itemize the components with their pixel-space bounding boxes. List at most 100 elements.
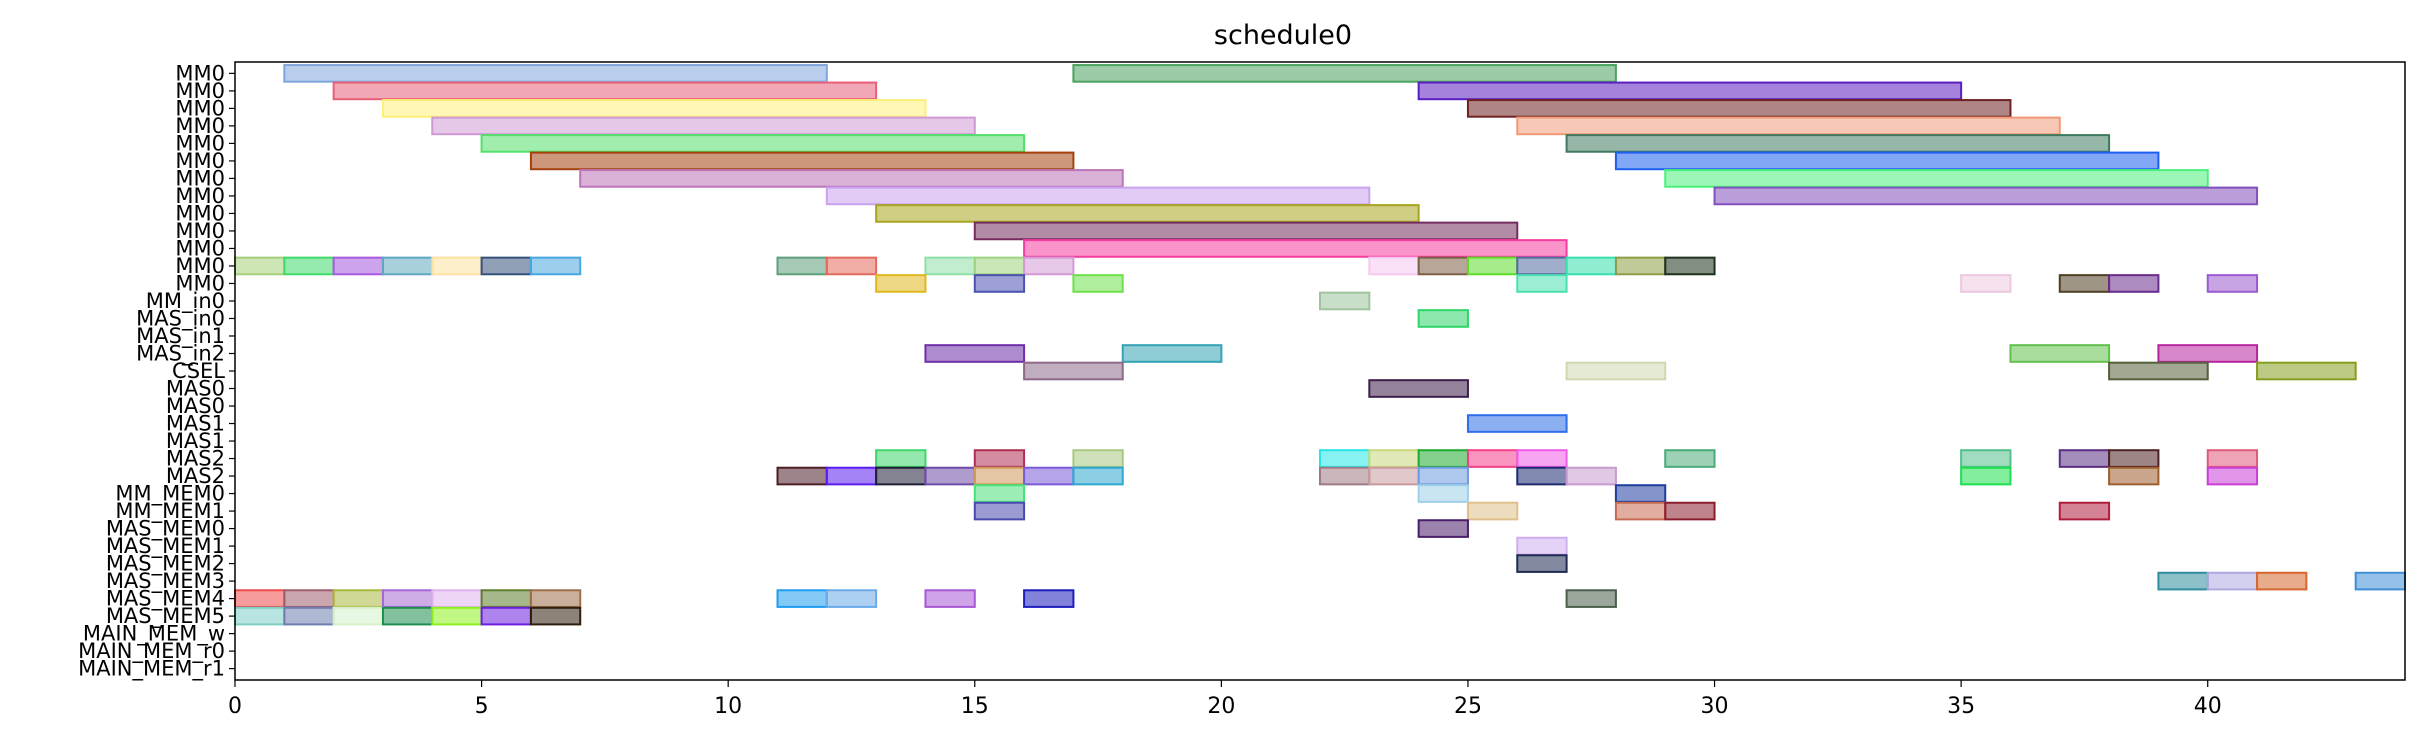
task-bar-96 bbox=[1516, 554, 1568, 573]
task-bar-110 bbox=[924, 589, 976, 608]
task-bar-108 bbox=[776, 589, 828, 608]
row-label-21: MAS1 bbox=[166, 429, 225, 453]
task-bar-54 bbox=[2108, 361, 2209, 381]
task-bar-46 bbox=[1319, 291, 1371, 311]
task-bar-85 bbox=[2206, 466, 2259, 486]
task-bar-93 bbox=[2058, 501, 2111, 521]
row-label-11: MM0 bbox=[175, 254, 225, 278]
task-bar-117 bbox=[431, 606, 483, 626]
task-bar-109 bbox=[825, 589, 878, 608]
task-bar-67 bbox=[1960, 449, 2012, 468]
task-bar-53 bbox=[1565, 361, 1667, 381]
row-label-28: MAS_MEM2 bbox=[106, 552, 225, 577]
row-label-3: MM0 bbox=[175, 114, 225, 138]
row-labels-layer: MM0MM0MM0MM0MM0MM0MM0MM0MM0MM0MM0MM0MM0M… bbox=[78, 61, 235, 682]
task-bar-61 bbox=[1319, 449, 1371, 468]
task-bar-14 bbox=[825, 186, 1371, 206]
task-bar-119 bbox=[529, 606, 582, 626]
x-tick-label-1: 5 bbox=[475, 694, 489, 719]
row-label-26: MAS_MEM0 bbox=[106, 517, 225, 542]
task-bar-27 bbox=[825, 256, 878, 276]
row-label-10: MM0 bbox=[175, 236, 225, 260]
task-bar-28 bbox=[924, 256, 976, 276]
task-bar-60 bbox=[1072, 449, 1124, 468]
task-bar-64 bbox=[1466, 449, 1519, 468]
x-tick-label-0: 0 bbox=[228, 694, 242, 719]
task-bar-118 bbox=[480, 606, 532, 626]
row-label-15: MAS_in1 bbox=[136, 324, 225, 349]
task-bar-24 bbox=[480, 256, 532, 276]
task-bar-65 bbox=[1516, 449, 1568, 468]
task-bar-78 bbox=[1319, 466, 1371, 486]
task-bar-86 bbox=[973, 484, 1026, 503]
task-bar-35 bbox=[1565, 256, 1617, 276]
row-label-24: MM_MEM0 bbox=[115, 482, 225, 507]
task-bar-33 bbox=[1466, 256, 1519, 276]
bars-layer bbox=[234, 64, 2407, 626]
task-bar-47 bbox=[1417, 309, 1469, 328]
task-bar-95 bbox=[1516, 536, 1568, 556]
task-bar-101 bbox=[234, 589, 286, 608]
row-label-22: MAS2 bbox=[166, 447, 225, 471]
task-bar-116 bbox=[381, 606, 434, 626]
task-bar-77 bbox=[1072, 466, 1124, 486]
task-bar-43 bbox=[2058, 274, 2111, 293]
row-label-19: MAS0 bbox=[166, 394, 225, 418]
x-tick-label-5: 25 bbox=[1454, 694, 1482, 719]
row-label-30: MAS_MEM4 bbox=[106, 587, 225, 612]
x-tick-label-7: 35 bbox=[1947, 694, 1975, 719]
task-bar-40 bbox=[1072, 274, 1124, 293]
task-bar-70 bbox=[2206, 449, 2259, 468]
task-bar-84 bbox=[2108, 466, 2160, 486]
row-label-20: MAS1 bbox=[166, 412, 225, 436]
task-bar-113 bbox=[234, 606, 286, 626]
row-label-7: MM0 bbox=[175, 184, 225, 208]
task-bar-94 bbox=[1417, 519, 1469, 538]
task-bar-13 bbox=[1664, 169, 2209, 188]
task-bar-23 bbox=[431, 256, 483, 276]
x-tick-label-8: 40 bbox=[2194, 694, 2222, 719]
row-label-17: CSEL bbox=[172, 359, 225, 383]
task-bar-25 bbox=[529, 256, 582, 276]
task-bar-51 bbox=[2157, 344, 2259, 363]
task-bar-50 bbox=[2009, 344, 2111, 363]
task-bar-22 bbox=[381, 256, 434, 276]
task-bar-82 bbox=[1565, 466, 1617, 486]
task-bar-30 bbox=[1023, 256, 1075, 276]
task-bar-92 bbox=[1664, 501, 1716, 521]
x-tick-label-2: 10 bbox=[714, 694, 742, 719]
task-bar-20 bbox=[283, 256, 335, 276]
task-bar-111 bbox=[1023, 589, 1075, 608]
task-bar-74 bbox=[924, 466, 976, 486]
row-label-23: MAS2 bbox=[166, 464, 225, 488]
row-label-18: MAS0 bbox=[166, 377, 225, 401]
task-bar-68 bbox=[2058, 449, 2111, 468]
x-tick-label-3: 15 bbox=[961, 694, 989, 719]
task-bar-112 bbox=[1565, 589, 1617, 608]
task-bar-12 bbox=[579, 169, 1124, 188]
x-tick-label-4: 20 bbox=[1207, 694, 1235, 719]
task-bar-5 bbox=[1466, 99, 2012, 118]
task-bar-29 bbox=[973, 256, 1026, 276]
task-bar-1 bbox=[1072, 64, 1617, 83]
task-bar-89 bbox=[973, 501, 1026, 521]
row-label-8: MM0 bbox=[175, 201, 225, 225]
task-bar-15 bbox=[1713, 186, 2259, 206]
task-bar-44 bbox=[2108, 274, 2160, 293]
task-bar-0 bbox=[283, 64, 828, 83]
task-bar-38 bbox=[875, 274, 927, 293]
task-bar-37 bbox=[1664, 256, 1716, 276]
tick-layer: 0 5 10 15 20 25 30 35 40 bbox=[228, 680, 2222, 719]
task-bar-18 bbox=[1023, 239, 1568, 258]
row-label-14: MAS_in0 bbox=[136, 306, 225, 331]
task-bar-21 bbox=[332, 256, 384, 276]
task-bar-79 bbox=[1368, 466, 1420, 486]
task-bar-87 bbox=[1417, 484, 1469, 503]
row-label-6: MM0 bbox=[175, 166, 225, 190]
task-bar-88 bbox=[1614, 484, 1667, 503]
task-bar-71 bbox=[776, 466, 828, 486]
task-bar-63 bbox=[1417, 449, 1469, 468]
row-label-16: MAS_in2 bbox=[136, 341, 225, 366]
task-bar-62 bbox=[1368, 449, 1420, 468]
